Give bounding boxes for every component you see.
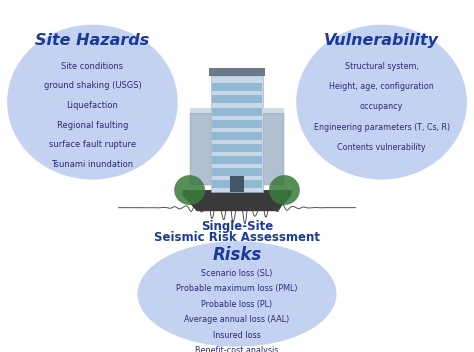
Text: Seismic Risk Assessment: Seismic Risk Assessment (154, 231, 320, 244)
Bar (230, 176, 244, 192)
Text: Scenario loss (SL): Scenario loss (SL) (201, 269, 273, 278)
Bar (190, 107, 211, 113)
Bar (263, 113, 284, 185)
Text: Probable maximum loss (PML): Probable maximum loss (PML) (176, 284, 298, 293)
Text: Engineering parameters (T, Cs, R): Engineering parameters (T, Cs, R) (313, 123, 450, 132)
Bar (212, 144, 262, 152)
Text: Height, age, configuration: Height, age, configuration (329, 82, 434, 91)
Text: Regional faulting: Regional faulting (57, 121, 128, 130)
Ellipse shape (137, 241, 337, 347)
Text: ground shaking (USGS): ground shaking (USGS) (44, 81, 141, 90)
Bar (212, 120, 262, 128)
Bar (212, 156, 262, 164)
Bar (212, 107, 262, 115)
Bar (263, 107, 284, 113)
Bar (209, 68, 265, 76)
Polygon shape (182, 190, 292, 211)
Text: Liquefaction: Liquefaction (66, 101, 118, 110)
Text: occupancy: occupancy (360, 102, 403, 112)
Text: Benefit-cost analysis: Benefit-cost analysis (195, 346, 279, 352)
Text: Site Hazards: Site Hazards (35, 33, 150, 49)
Text: Structural system,: Structural system, (345, 62, 419, 71)
Text: Site conditions: Site conditions (61, 62, 124, 71)
Text: Contents vulnerability: Contents vulnerability (337, 143, 426, 152)
Bar (211, 76, 263, 192)
Text: Risks: Risks (212, 246, 262, 264)
Text: Insured loss: Insured loss (213, 331, 261, 340)
Ellipse shape (7, 25, 178, 180)
Text: surface fault rupture: surface fault rupture (49, 140, 136, 150)
Bar (212, 95, 262, 103)
Ellipse shape (296, 25, 467, 180)
Bar (212, 83, 262, 91)
Ellipse shape (269, 175, 300, 205)
Bar (212, 180, 262, 188)
Bar (212, 168, 262, 176)
Bar (212, 132, 262, 140)
Text: Single-Site: Single-Site (201, 220, 273, 233)
Text: Tsunami inundation: Tsunami inundation (51, 160, 134, 169)
Text: Average annual loss (AAL): Average annual loss (AAL) (184, 315, 290, 324)
Ellipse shape (174, 175, 205, 205)
Text: Probable loss (PL): Probable loss (PL) (201, 300, 273, 309)
Text: Vulnerability: Vulnerability (324, 33, 439, 49)
Bar (190, 113, 211, 185)
